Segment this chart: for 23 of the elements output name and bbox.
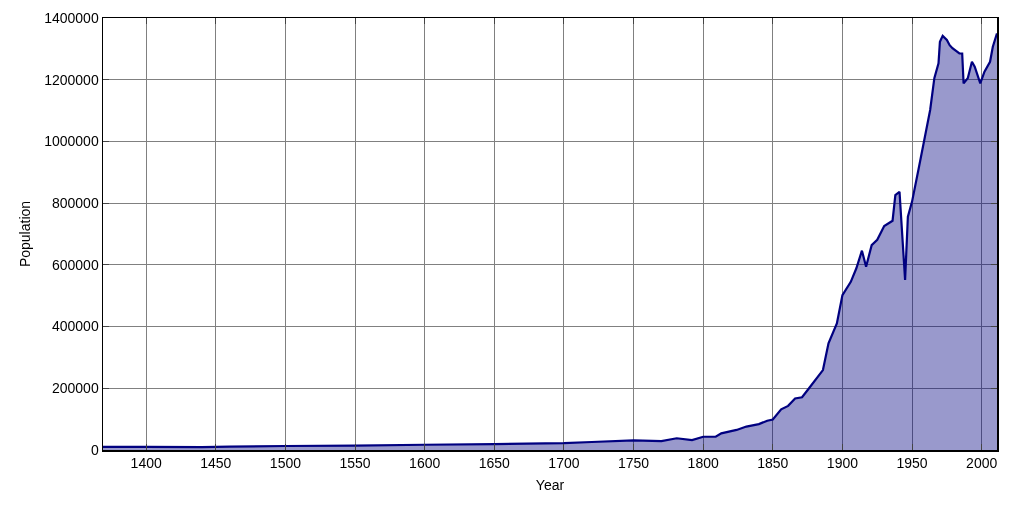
x-tick-label: 1650 [478,455,511,472]
y-tick-label: 1200000 [44,71,99,88]
y-tick-label: 1400000 [44,9,99,26]
x-tick-label: 1800 [687,455,719,472]
x-tick-label: 1550 [339,455,371,472]
y-axis-title: Population [17,200,34,268]
x-tick-label: 1450 [200,455,232,472]
x-tick-label: 1900 [826,455,859,472]
x-tick-label: 1700 [548,455,580,472]
y-tick-label: 600000 [51,256,99,273]
y-tick-label: 200000 [51,380,99,397]
y-tick-label: 400000 [51,318,99,335]
x-axis-title: Year [535,477,565,494]
y-tick-label: 0 [90,441,99,458]
x-tick-label: 1400 [130,455,162,472]
x-tick-label: 1950 [896,455,928,472]
x-tick-label: 1750 [617,455,650,472]
y-tick-label: 800000 [51,195,99,212]
y-tick-label: 1000000 [44,133,99,150]
x-tick-label: 2000 [966,455,998,472]
x-tick-label: 1600 [409,455,441,472]
x-tick-label: 1850 [757,455,789,472]
x-tick-label: 1500 [269,455,302,472]
